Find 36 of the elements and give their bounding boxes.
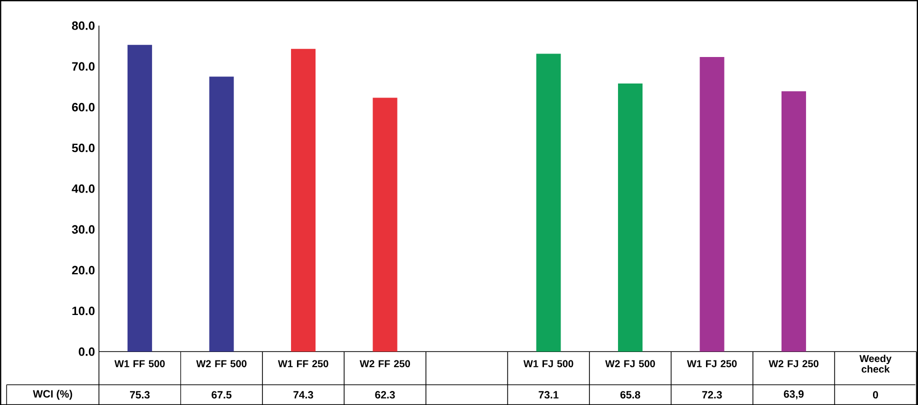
bar [128,44,152,352]
x-tick-label: W1 FJ 250 [686,360,737,368]
y-tick-label: 50.0 [72,143,95,152]
data-label: 73.1 [538,390,558,398]
bar [700,56,724,352]
data-label: 63,9 [784,390,804,400]
data-label: 62.3 [375,390,395,398]
y-tick-label: 30.0 [72,224,95,234]
x-tick-label: Weedy check [859,354,892,372]
x-tick-label: W1 FF 250 [278,360,328,368]
y-tick-label: 20.0 [72,266,95,274]
x-tick-label: W2 FF 500 [196,360,246,368]
bar [209,76,234,352]
x-tick-label: W1 FJ 500 [523,360,574,368]
text: WCI (%) [32,390,72,400]
x-tick-label: W2 FJ 500 [605,360,655,368]
data-label: 72.3 [702,390,722,398]
y-tick-label: 60.0 [72,102,95,112]
bar [372,98,398,352]
y-tick-label: 10.0 [72,306,95,315]
x-tick-label: W2 FJ 250 [768,360,818,368]
y-tick-label: 0.0 [78,347,95,356]
y-tick-label: 70.0 [72,62,95,70]
bar [536,54,561,352]
data-label: 0 [872,390,878,398]
bar [782,91,806,352]
data-label: 67.5 [212,390,232,398]
bar [618,83,643,352]
y-tick-label: 80.0 [72,21,95,30]
x-tick-label: W1 FF 500 [114,360,165,368]
bar [291,48,316,352]
x-tick-label: W2 FF 250 [360,360,410,368]
y-tick-label: 40.0 [72,184,95,193]
data-label: 74.3 [293,390,314,398]
data-label: 65.8 [620,390,640,398]
data-label: 75.3 [130,390,150,398]
